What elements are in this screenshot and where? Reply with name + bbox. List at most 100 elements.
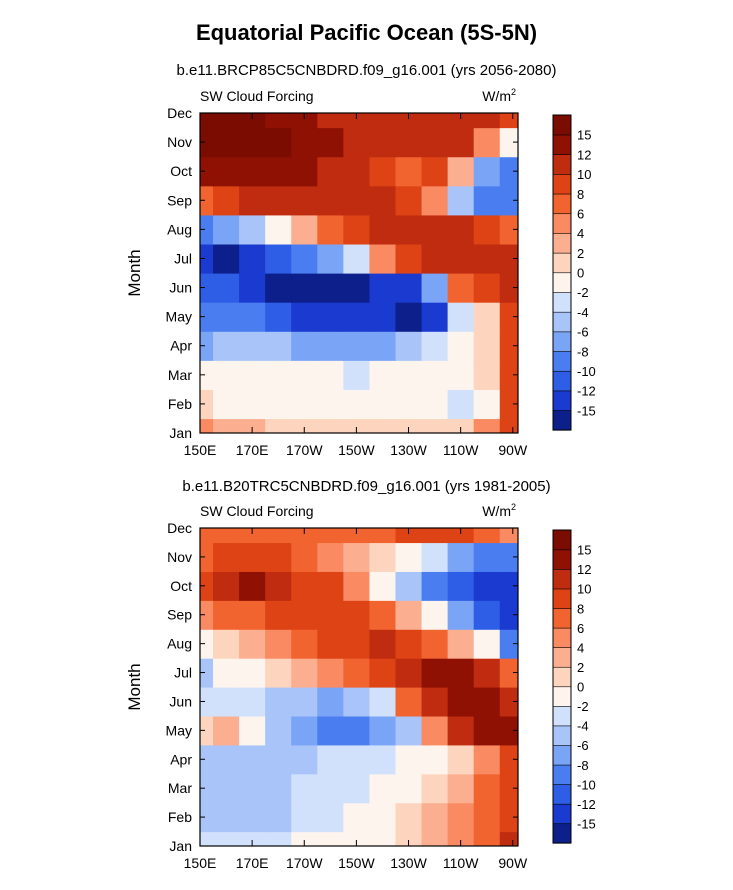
heatmap-cell	[421, 389, 449, 420]
y-tick-label: Jul	[174, 665, 192, 681]
heatmap-cell	[473, 185, 501, 216]
heatmap-cell	[265, 243, 292, 274]
heatmap-cell	[473, 418, 501, 433]
heatmap-cell	[265, 360, 292, 390]
colorbar-label: 10	[577, 167, 591, 182]
heatmap-cell	[317, 629, 344, 659]
heatmap-cell	[499, 571, 518, 601]
heatmap-cell	[395, 389, 423, 420]
heatmap-cell	[395, 528, 423, 544]
heatmap-cell	[239, 600, 266, 630]
y-tick-label: Feb	[168, 396, 192, 412]
colorbar-swatch	[552, 529, 572, 551]
y-tick-label: Jul	[174, 250, 192, 266]
colorbar-swatch	[552, 272, 572, 293]
y-axis-label: Month	[125, 663, 144, 710]
heatmap-cell	[447, 831, 475, 846]
heatmap-cell	[239, 113, 266, 129]
heatmap-cell	[239, 418, 266, 433]
heatmap-cell	[447, 389, 475, 420]
colorbar-frame	[552, 114, 572, 431]
heatmap-cell	[369, 302, 397, 332]
heatmap-cell	[421, 360, 449, 390]
heatmap-cell	[395, 571, 423, 601]
heatmap-cell	[343, 302, 371, 332]
heatmap-cell	[317, 571, 344, 601]
heatmap-cell	[343, 658, 371, 688]
heatmap-cell	[473, 571, 501, 601]
heatmap-cell	[499, 156, 518, 187]
colorbar-label: 0	[577, 266, 584, 281]
heatmap-cell	[343, 127, 371, 158]
heatmap-cell	[291, 113, 318, 129]
heatmap-cell	[317, 273, 344, 303]
y-tick-label: Nov	[167, 549, 192, 565]
heatmap-cell	[343, 156, 371, 187]
heatmap-cell	[343, 802, 371, 833]
heatmap-cell	[213, 243, 240, 274]
heatmap-cell	[473, 331, 501, 361]
heatmap-cell	[447, 542, 475, 572]
colorbar-label: 8	[577, 601, 584, 616]
heatmap-cell	[265, 185, 292, 216]
colorbar-label: 8	[577, 187, 584, 202]
colorbar-swatch	[552, 784, 572, 805]
colorbar-label: -12	[577, 384, 596, 399]
heatmap-cell	[395, 113, 423, 129]
plot-frame	[199, 112, 519, 434]
heatmap-cell	[421, 243, 449, 274]
heatmap-cell	[200, 715, 214, 746]
heatmap-cells	[200, 528, 518, 846]
colorbar-swatch	[552, 134, 572, 155]
heatmap-cell	[369, 658, 397, 688]
heatmap-cell	[421, 302, 449, 332]
x-tick-label: 170W	[286, 855, 323, 871]
heatmap-cell	[421, 113, 449, 129]
heatmap-cell	[421, 331, 449, 361]
x-tick-label: 170W	[286, 442, 323, 458]
heatmap-cell	[421, 542, 449, 572]
heatmap-cell	[447, 113, 475, 129]
colorbar: 15 12 10 8 6 4 2 0 -2 -4 -6 -8 -10 -12 -15	[552, 529, 596, 844]
heatmap-cell	[291, 156, 318, 187]
heatmap-cell	[447, 802, 475, 833]
heatmap-cell	[499, 331, 518, 361]
colorbar-label: 6	[577, 621, 584, 636]
heatmap-cell	[343, 773, 371, 804]
heatmap-cell	[200, 214, 214, 245]
y-tick-label: Oct	[170, 578, 192, 594]
heatmap-cell	[447, 744, 475, 775]
heatmap-cell	[447, 302, 475, 332]
heatmap-cell	[200, 185, 214, 216]
heatmap-cell	[421, 831, 449, 846]
heatmap-cell	[291, 331, 318, 361]
heatmap-cell	[213, 658, 240, 688]
heatmap-cell	[369, 629, 397, 659]
heatmap-cell	[369, 687, 397, 717]
heatmap-cell	[395, 715, 423, 746]
variable-label: SW Cloud Forcing	[200, 503, 314, 519]
heatmap-cell	[291, 360, 318, 390]
colorbar: 15 12 10 8 6 4 2 0 -2 -4 -6 -8 -10 -12 -15	[552, 114, 596, 431]
x-tick-label: 150W	[338, 855, 375, 871]
y-tick-label: Aug	[167, 636, 192, 652]
heatmap-cell	[369, 542, 397, 572]
heatmap-cell	[213, 302, 240, 332]
heatmap-cell	[343, 243, 371, 274]
heatmap-cell	[343, 273, 371, 303]
heatmap-cell	[369, 715, 397, 746]
heatmap-cell	[447, 185, 475, 216]
heatmap-cell	[200, 658, 214, 688]
heatmap-cell	[343, 113, 371, 129]
heatmap-cell	[291, 185, 318, 216]
heatmap-cell	[369, 528, 397, 544]
heatmap-cell	[447, 214, 475, 245]
heatmap-cell	[213, 185, 240, 216]
heatmap-cell	[473, 273, 501, 303]
heatmap-cell	[499, 360, 518, 390]
heatmap-cell	[343, 214, 371, 245]
colorbar-label: 6	[577, 206, 584, 221]
heatmap-cell	[473, 243, 501, 274]
y-tick-label: Dec	[167, 105, 192, 121]
heatmap-cell	[200, 127, 214, 158]
